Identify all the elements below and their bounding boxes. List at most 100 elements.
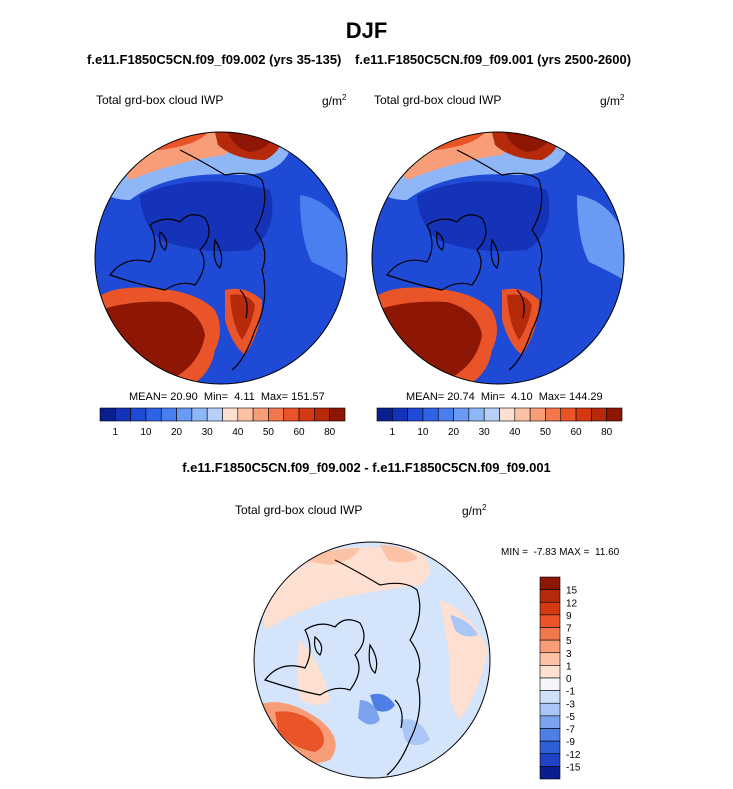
- left-colorbar-swatch: [283, 407, 300, 422]
- left-colorbar-swatch: [145, 407, 162, 422]
- figure-title: DJF: [345, 18, 388, 43]
- diff-variable-label: Total grd-box cloud IWP: [235, 503, 363, 517]
- left-colorbar-swatch: [115, 407, 131, 422]
- diff-map: [254, 542, 490, 778]
- left-colorbar-tick-label: 10: [140, 427, 152, 438]
- right-colorbar-swatch: [483, 407, 500, 422]
- right-colorbar-swatch: [437, 407, 454, 422]
- diff-colorbar-swatch: [539, 589, 561, 603]
- right-colorbar-tick-label: 1: [390, 427, 396, 438]
- left-colorbar-swatch: [176, 407, 193, 422]
- left-map-border: [94, 131, 348, 385]
- diff-units-label: g/m2: [462, 503, 487, 518]
- right-colorbar: 1 10 20 30 40 50 60 80: [376, 407, 623, 438]
- right-colorbar-swatch: [514, 407, 531, 422]
- left-colorbar-tick-label: 1: [113, 427, 119, 438]
- diff-colorbar-swatch: [539, 614, 561, 628]
- diff-colorbar-tick-label: 12: [566, 598, 578, 609]
- left-colorbar-swatch: [252, 407, 269, 422]
- diff-colorbar-tick-label: -9: [566, 737, 575, 748]
- left-colorbar-tick-label: 40: [232, 427, 244, 438]
- left-colorbar-swatch: [206, 407, 223, 422]
- left-case-title: f.e11.F1850C5CN.f09_f09.002 (yrs 35-135): [87, 52, 342, 67]
- right-colorbar-swatch: [499, 407, 516, 422]
- right-colorbar-swatch: [575, 407, 592, 422]
- left-colorbar-swatch: [99, 407, 116, 422]
- diff-colorbar-tick-label: -12: [566, 750, 581, 761]
- diff-colorbar-swatch: [539, 665, 561, 679]
- diff-colorbar-tick-label: -7: [566, 725, 575, 736]
- left-colorbar-tick-label: 50: [263, 427, 275, 438]
- left-colorbar-swatch: [191, 407, 208, 422]
- diff-colorbar-tick-label: 3: [566, 649, 572, 660]
- diff-map-border: [253, 541, 491, 779]
- right-colorbar-swatch: [606, 407, 623, 422]
- right-colorbar-tick-label: 20: [448, 427, 460, 438]
- right-colorbar-swatch: [468, 407, 485, 422]
- right-colorbar-swatch: [422, 407, 439, 422]
- diff-colorbar-swatch: [539, 740, 561, 755]
- left-colorbar-tick-label: 60: [294, 427, 306, 438]
- right-colorbar-swatch: [545, 407, 562, 422]
- left-units-label: g/m2: [322, 93, 347, 108]
- diff-colorbar-swatch: [539, 690, 561, 704]
- right-case-title: f.e11.F1850C5CN.f09_f09.001 (yrs 2500-26…: [355, 52, 632, 67]
- right-colorbar-tick-label: 40: [509, 427, 521, 438]
- diff-colorbar-tick-label: -15: [566, 762, 581, 773]
- right-map-border: [371, 131, 625, 385]
- diff-colorbar-swatch: [539, 627, 561, 641]
- right-colorbar-swatch: [392, 407, 408, 422]
- right-colorbar-swatch: [529, 407, 546, 422]
- diff-colorbar-tick-label: 9: [566, 611, 572, 622]
- diff-title: f.e11.F1850C5CN.f09_f09.002 - f.e11.F185…: [182, 460, 551, 475]
- right-colorbar-swatch: [407, 407, 424, 422]
- diff-colorbar-tick-label: -5: [566, 712, 575, 723]
- right-colorbar-swatch: [376, 407, 393, 422]
- right-variable-label: Total grd-box cloud IWP: [374, 93, 502, 107]
- right-colorbar-swatch: [591, 407, 607, 422]
- left-colorbar-swatch: [160, 407, 177, 422]
- diff-colorbar-swatch: [539, 728, 561, 742]
- diff-colorbar-tick-label: -3: [566, 699, 575, 710]
- left-colorbar-swatch: [130, 407, 147, 422]
- diff-colorbar-swatch: [539, 702, 561, 717]
- left-colorbar-tick-label: 30: [202, 427, 214, 438]
- diff-colorbar-tick-label: 15: [566, 586, 578, 597]
- diff-stats: MIN = -7.83 MAX = 11.60: [501, 547, 620, 558]
- diff-colorbar-swatch: [539, 715, 561, 729]
- right-colorbar-tick-label: 10: [417, 427, 429, 438]
- diff-colorbar-tick-label: 0: [566, 674, 572, 685]
- left-colorbar-swatch: [237, 407, 254, 422]
- right-colorbar-tick-label: 60: [571, 427, 583, 438]
- diff-colorbar-swatch: [539, 753, 561, 767]
- diff-colorbar-swatch: [539, 652, 561, 666]
- right-units-label: g/m2: [600, 93, 625, 108]
- left-colorbar: 1 10 20 30 40 50 60 80: [99, 407, 346, 438]
- diff-colorbar-swatch: [539, 766, 561, 780]
- diff-colorbar-tick-label: -1: [566, 687, 575, 698]
- left-stats: MEAN= 20.90 Min= 4.11 Max= 151.57: [129, 391, 325, 403]
- left-colorbar-swatch: [298, 407, 315, 422]
- right-colorbar-tick-label: 50: [540, 427, 552, 438]
- left-colorbar-swatch: [329, 407, 346, 422]
- left-colorbar-swatch: [314, 407, 330, 422]
- left-colorbar-tick-label: 80: [324, 427, 336, 438]
- diff-colorbar-swatch: [539, 677, 561, 691]
- diff-colorbar-tick-label: 7: [566, 624, 572, 635]
- left-colorbar-swatch: [268, 407, 285, 422]
- diff-colorbar-swatch: [539, 576, 561, 590]
- left-colorbar-swatch: [222, 407, 239, 422]
- right-colorbar-swatch: [560, 407, 577, 422]
- diff-colorbar-tick-label: 5: [566, 636, 572, 647]
- left-variable-label: Total grd-box cloud IWP: [96, 93, 224, 107]
- left-colorbar-tick-label: 20: [171, 427, 183, 438]
- diff-colorbar-tick-label: 1: [566, 661, 572, 672]
- left-map: [95, 132, 347, 384]
- right-colorbar-tick-label: 30: [479, 427, 491, 438]
- diff-colorbar-swatch: [539, 601, 561, 616]
- right-map: [372, 132, 624, 384]
- diff-colorbar-swatch: [539, 639, 561, 654]
- right-colorbar-swatch: [453, 407, 470, 422]
